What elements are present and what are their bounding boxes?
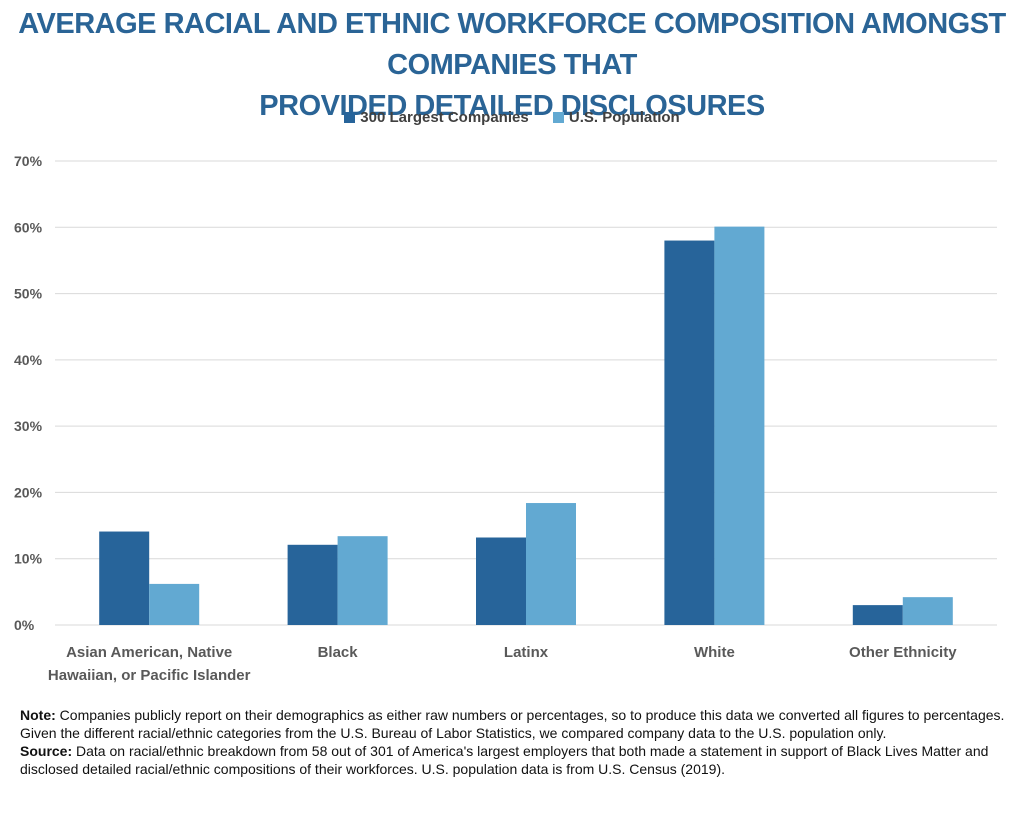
bar-series-2 (149, 583, 200, 625)
x-category-label: Other Ethnicity (849, 644, 957, 661)
legend-swatch-series-1 (344, 112, 356, 123)
y-tick-label: 0% (14, 617, 35, 633)
y-tick-label: 40% (14, 352, 43, 368)
legend-label-series-1: 300 Largest Companies (360, 109, 529, 126)
chart-title: AVERAGE RACIAL AND ETHNIC WORKFORCE COMP… (0, 4, 1024, 127)
bar-chart: 0% 10% 20% 30% 40% 50% 60% 70% Asian American, N… (14, 153, 997, 684)
note-paragraph: Note: Companies publicly report on their… (20, 706, 1010, 742)
x-category-label: Asian American, Native (66, 644, 232, 661)
chart-legend: 300 Largest Companies U.S. Population (0, 109, 1024, 126)
note-text: Companies publicly report on their demog… (20, 707, 1005, 741)
y-tick-label: 50% (14, 286, 43, 302)
bar-series-1 (852, 605, 903, 625)
bar-series-1 (476, 537, 526, 625)
footnotes: Note: Companies publicly report on their… (20, 706, 1010, 778)
bar-series-1 (664, 240, 715, 625)
legend-item-series-1: 300 Largest Companies (344, 109, 529, 126)
legend-item-series-2: U.S. Population (552, 109, 680, 126)
y-tick-label: 20% (14, 484, 43, 500)
x-category-label: Latinx (504, 644, 549, 661)
y-tick-label: 60% (14, 219, 43, 235)
bar-series-2 (902, 597, 953, 625)
bar-series-2 (526, 503, 576, 625)
bar-series-1 (287, 544, 338, 625)
chart-title-line-1: AVERAGE RACIAL AND ETHNIC WORKFORCE COMP… (18, 8, 1006, 81)
legend-label-series-2: U.S. Population (568, 109, 680, 126)
bar-series-2 (337, 536, 388, 625)
y-tick-label: 30% (14, 418, 43, 434)
bar-series-2 (714, 226, 765, 625)
source-text: Data on racial/ethnic breakdown from 58 … (20, 743, 989, 777)
source-label: Source: (20, 743, 73, 759)
x-category-label: Hawaiian, or Pacific Islander (48, 667, 251, 684)
chart-title-line-2: PROVIDED DETAILED DISCLOSURES (259, 90, 765, 122)
note-label: Note: (20, 707, 56, 723)
legend-swatch-series-2 (552, 112, 564, 123)
bar-series-1 (99, 531, 150, 625)
source-paragraph: Source: Data on racial/ethnic breakdown … (20, 742, 1010, 778)
x-category-label: Black (318, 644, 359, 661)
x-category-label: White (694, 644, 735, 661)
y-tick-label: 10% (14, 551, 43, 567)
y-tick-label: 70% (14, 153, 43, 169)
